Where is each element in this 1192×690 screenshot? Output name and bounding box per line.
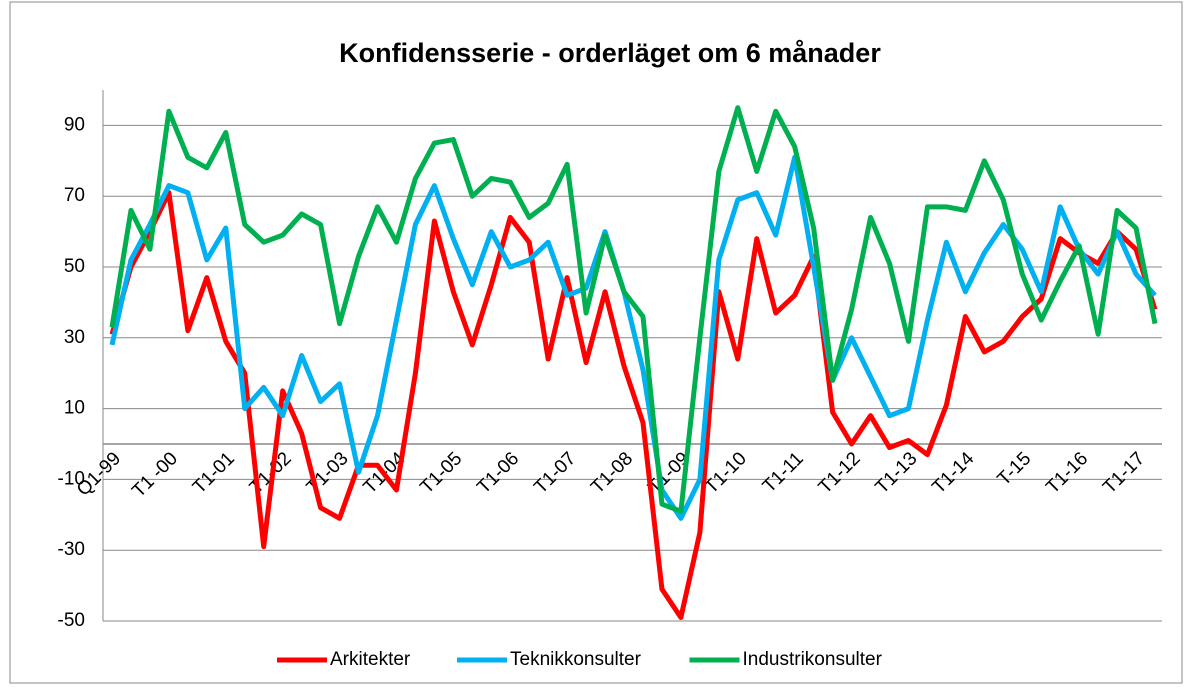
- y-tick-label: 70: [64, 185, 85, 206]
- y-tick-label: -10: [58, 468, 85, 489]
- y-tick-label: -50: [58, 610, 85, 631]
- series-line: [109, 105, 1158, 514]
- legend-label: Industrikonsulter: [743, 649, 883, 670]
- y-tick-label: 90: [64, 114, 85, 135]
- series-line: [109, 154, 1157, 521]
- y-tick-label: 30: [64, 327, 85, 348]
- y-tick-label: -30: [58, 539, 85, 560]
- legend-label: Teknikkonsulter: [510, 649, 642, 670]
- y-tick-label: 10: [64, 398, 85, 419]
- chart-frame: [9, 1, 1183, 684]
- y-tick-label: 50: [64, 256, 85, 277]
- chart-title: Konfidensserie - orderläget om 6 månader: [339, 38, 881, 68]
- legend-label: Arkitekter: [330, 649, 411, 670]
